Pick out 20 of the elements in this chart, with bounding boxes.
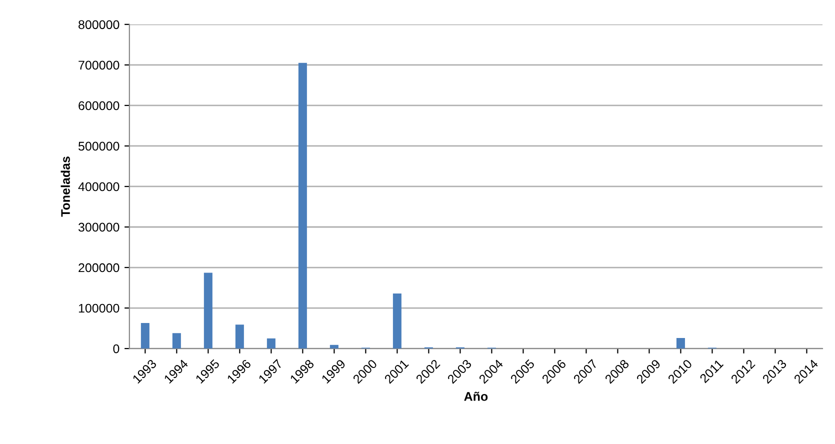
y-tick-label: 200000 <box>78 263 120 272</box>
y-axis-title: Toneladas <box>60 156 70 217</box>
bar <box>266 338 276 349</box>
y-tick-label: 800000 <box>78 20 120 30</box>
bar <box>298 62 307 349</box>
y-tick-label: 700000 <box>78 60 120 70</box>
y-tick-label: 300000 <box>78 222 120 232</box>
y-tick-label: 600000 <box>78 101 120 110</box>
bar <box>235 324 244 349</box>
bar <box>204 272 212 349</box>
bar <box>330 344 338 349</box>
x-axis-title: Año <box>464 392 488 401</box>
y-tick-label: 100000 <box>78 304 120 313</box>
y-tick-label: 0 <box>113 344 120 354</box>
bar <box>172 333 181 349</box>
y-tick-label: 500000 <box>78 142 120 151</box>
y-tick-label: 400000 <box>78 182 120 192</box>
bar <box>140 323 150 349</box>
bar <box>676 338 685 349</box>
bar <box>392 293 402 349</box>
